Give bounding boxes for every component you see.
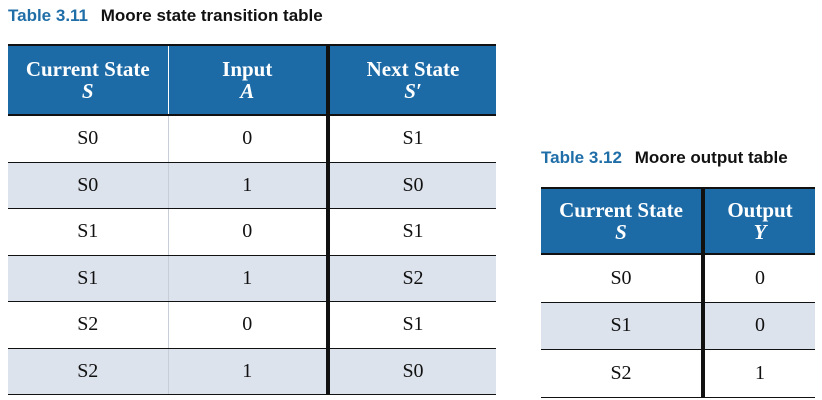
table-row: S2 1 S0 bbox=[8, 348, 496, 395]
table-caption-3-12: Table 3.12 Moore output table bbox=[541, 148, 788, 168]
header-label: Input bbox=[222, 57, 273, 81]
table-row: S0 0 S1 bbox=[8, 115, 496, 163]
cell-input: 0 bbox=[168, 208, 330, 256]
cell-current-state: S1 bbox=[541, 302, 705, 350]
cell-next-state: S1 bbox=[328, 301, 496, 349]
cell-next-state: S2 bbox=[328, 255, 496, 302]
cell-output: 1 bbox=[703, 349, 815, 398]
cell-input: 1 bbox=[168, 255, 330, 302]
header-label: Current State bbox=[559, 198, 683, 222]
cell-input: 1 bbox=[168, 348, 330, 395]
cell-next-state: S0 bbox=[328, 162, 496, 209]
header-label: Current State bbox=[25, 57, 150, 81]
cell-next-state: S1 bbox=[328, 115, 496, 163]
cell-current-state: S2 bbox=[541, 349, 705, 398]
caption-title: Moore output table bbox=[634, 148, 788, 167]
cell-current-state: S1 bbox=[8, 208, 169, 256]
column-header-current-state: Current State S bbox=[8, 44, 169, 116]
cell-output: 0 bbox=[703, 254, 815, 303]
output-table: Current State S Output Y S0 0 S1 0 S2 1 bbox=[541, 187, 815, 398]
column-header-current-state: Current State S bbox=[541, 187, 705, 255]
cell-current-state: S0 bbox=[8, 162, 169, 209]
table-row: S2 1 bbox=[541, 349, 815, 398]
cell-current-state: S0 bbox=[541, 254, 705, 303]
cell-input: 1 bbox=[168, 162, 330, 209]
header-symbol: A bbox=[240, 79, 255, 103]
table-row: S0 0 bbox=[541, 254, 815, 303]
caption-title: Moore state transition table bbox=[100, 6, 323, 25]
header-symbol: S bbox=[81, 79, 94, 103]
cell-input: 0 bbox=[168, 301, 330, 349]
table-row: S1 1 S2 bbox=[8, 255, 496, 302]
header-row: Current State S Input A Next State S′ bbox=[8, 44, 496, 116]
cell-current-state: S2 bbox=[8, 348, 169, 395]
caption-number: Table 3.12 bbox=[541, 148, 622, 167]
header-row: Current State S Output Y bbox=[541, 187, 815, 255]
header-symbol: S′ bbox=[404, 79, 422, 103]
table-row: S1 0 S1 bbox=[8, 208, 496, 256]
caption-number: Table 3.11 bbox=[8, 6, 89, 25]
column-header-output: Output Y bbox=[703, 187, 815, 255]
header-label: Output bbox=[727, 198, 793, 222]
state-transition-table: Current State S Input A Next State S′ S0… bbox=[8, 44, 496, 395]
cell-input: 0 bbox=[168, 115, 330, 163]
column-header-next-state: Next State S′ bbox=[328, 44, 496, 116]
cell-current-state: S0 bbox=[8, 115, 169, 163]
cell-next-state: S1 bbox=[328, 208, 496, 256]
cell-current-state: S2 bbox=[8, 301, 169, 349]
header-label: Next State bbox=[366, 57, 460, 81]
table-row: S1 0 bbox=[541, 302, 815, 350]
table-row: S2 0 S1 bbox=[8, 301, 496, 349]
table-caption-3-11: Table 3.11 Moore state transition table bbox=[8, 6, 323, 26]
header-symbol: S bbox=[615, 220, 627, 244]
table-row: S0 1 S0 bbox=[8, 162, 496, 209]
header-symbol: Y bbox=[753, 220, 767, 244]
column-header-input: Input A bbox=[168, 44, 330, 116]
cell-output: 0 bbox=[703, 302, 815, 350]
cell-next-state: S0 bbox=[328, 348, 496, 395]
cell-current-state: S1 bbox=[8, 255, 169, 302]
